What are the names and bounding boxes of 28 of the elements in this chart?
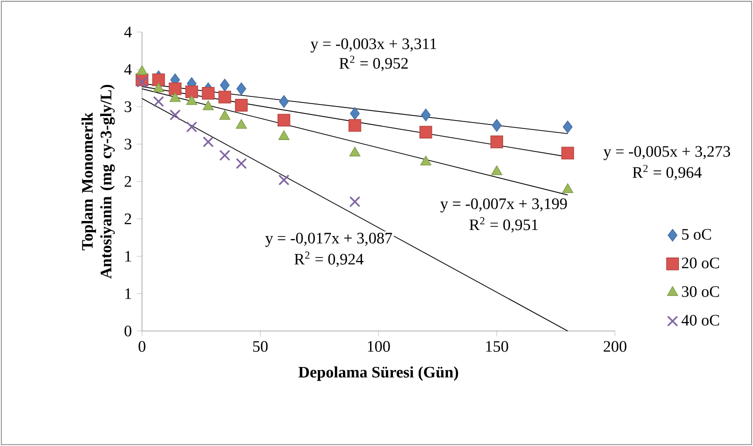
annotation: y = -0,005x + 3,273 [604,146,730,160]
annotation: R$^{2}$ = 0,952 [339,56,408,72]
text: R$^{2}$ = 0,964 [632,164,702,180]
x-axis-title: Depolama Süresi (Gün) [298,366,458,381]
x-tick-label: 50 [253,341,268,352]
y-tick-label: 2 [124,176,132,187]
annotation: y = -0,003x + 3,311 [310,38,436,52]
y-tick-label: 2 [124,214,132,224]
y-tick-label: 3 [124,101,132,112]
y-axis-title: Toplam Monomerik Antosiyanin (mg cy-3-gly/L) [82,84,115,279]
annotation: R$^{2}$ = 0,924 [294,252,364,267]
x-tick-label: 100 [368,341,390,352]
annotation: R$^{2}$ = 0,951 [469,217,538,233]
x-tick-label: 150 [486,341,508,352]
y-tick-label: 1 [125,288,132,299]
legend-label: 5 oC [682,228,711,240]
x-tick-label: 0 [138,341,146,352]
legend-label: 20 oC [682,258,719,268]
x-tick-label: 200 [604,341,626,352]
annotation: y = -0,017x + 3,087 [265,232,392,247]
legend-label: 30 oC [682,286,719,297]
y-tick-label: 4 [124,26,132,38]
legend-label: 40 oC [682,314,719,326]
annotation: y = -0,007x + 3,199 [440,198,567,212]
y-tick-label: 3 [124,138,132,150]
y-tick-label: 1 [125,250,132,262]
y-tick-label: 4 [124,64,132,75]
y-tick-label: 0 [124,326,132,336]
